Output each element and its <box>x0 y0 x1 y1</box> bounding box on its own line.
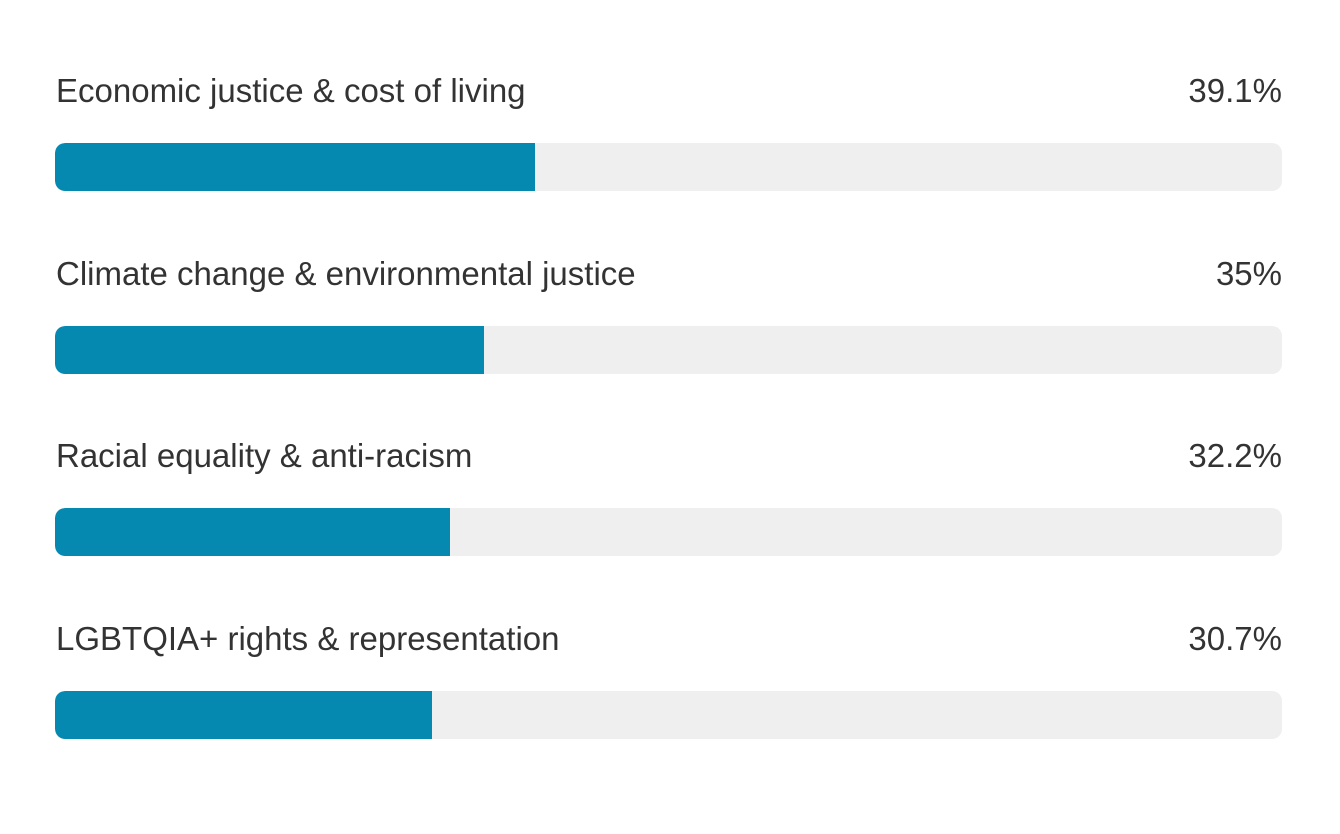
bar-label: Racial equality & anti-racism <box>56 437 473 474</box>
bar-fill <box>55 508 451 556</box>
bar-track <box>55 325 1282 374</box>
bar-row: Climate change & environmental justice 3… <box>55 183 1282 374</box>
bar-label: LGBTQIA+ rights & representation <box>56 619 560 657</box>
bar-value-label: 35% <box>1215 254 1282 292</box>
bar-value-label: 39.1% <box>1188 72 1282 109</box>
bar-track <box>55 508 1282 556</box>
bar-track <box>55 143 1282 191</box>
bar-track <box>55 690 1282 739</box>
bar-fill <box>55 325 485 374</box>
bar-label: Economic justice & cost of living <box>56 72 526 109</box>
bar-label: Climate change & environmental justice <box>56 254 636 292</box>
bar-value-label: 30.7% <box>1188 619 1282 657</box>
bar-row: Economic justice & cost of living 39.1% <box>55 0 1282 191</box>
bar-row: LGBTQIA+ rights & representation 30.7% <box>55 548 1282 739</box>
bar-fill <box>55 690 432 739</box>
bar-value-label: 32.2% <box>1188 437 1282 474</box>
bar-row: Racial equality & anti-racism 32.2% <box>55 365 1282 556</box>
bar-fill <box>55 143 535 191</box>
